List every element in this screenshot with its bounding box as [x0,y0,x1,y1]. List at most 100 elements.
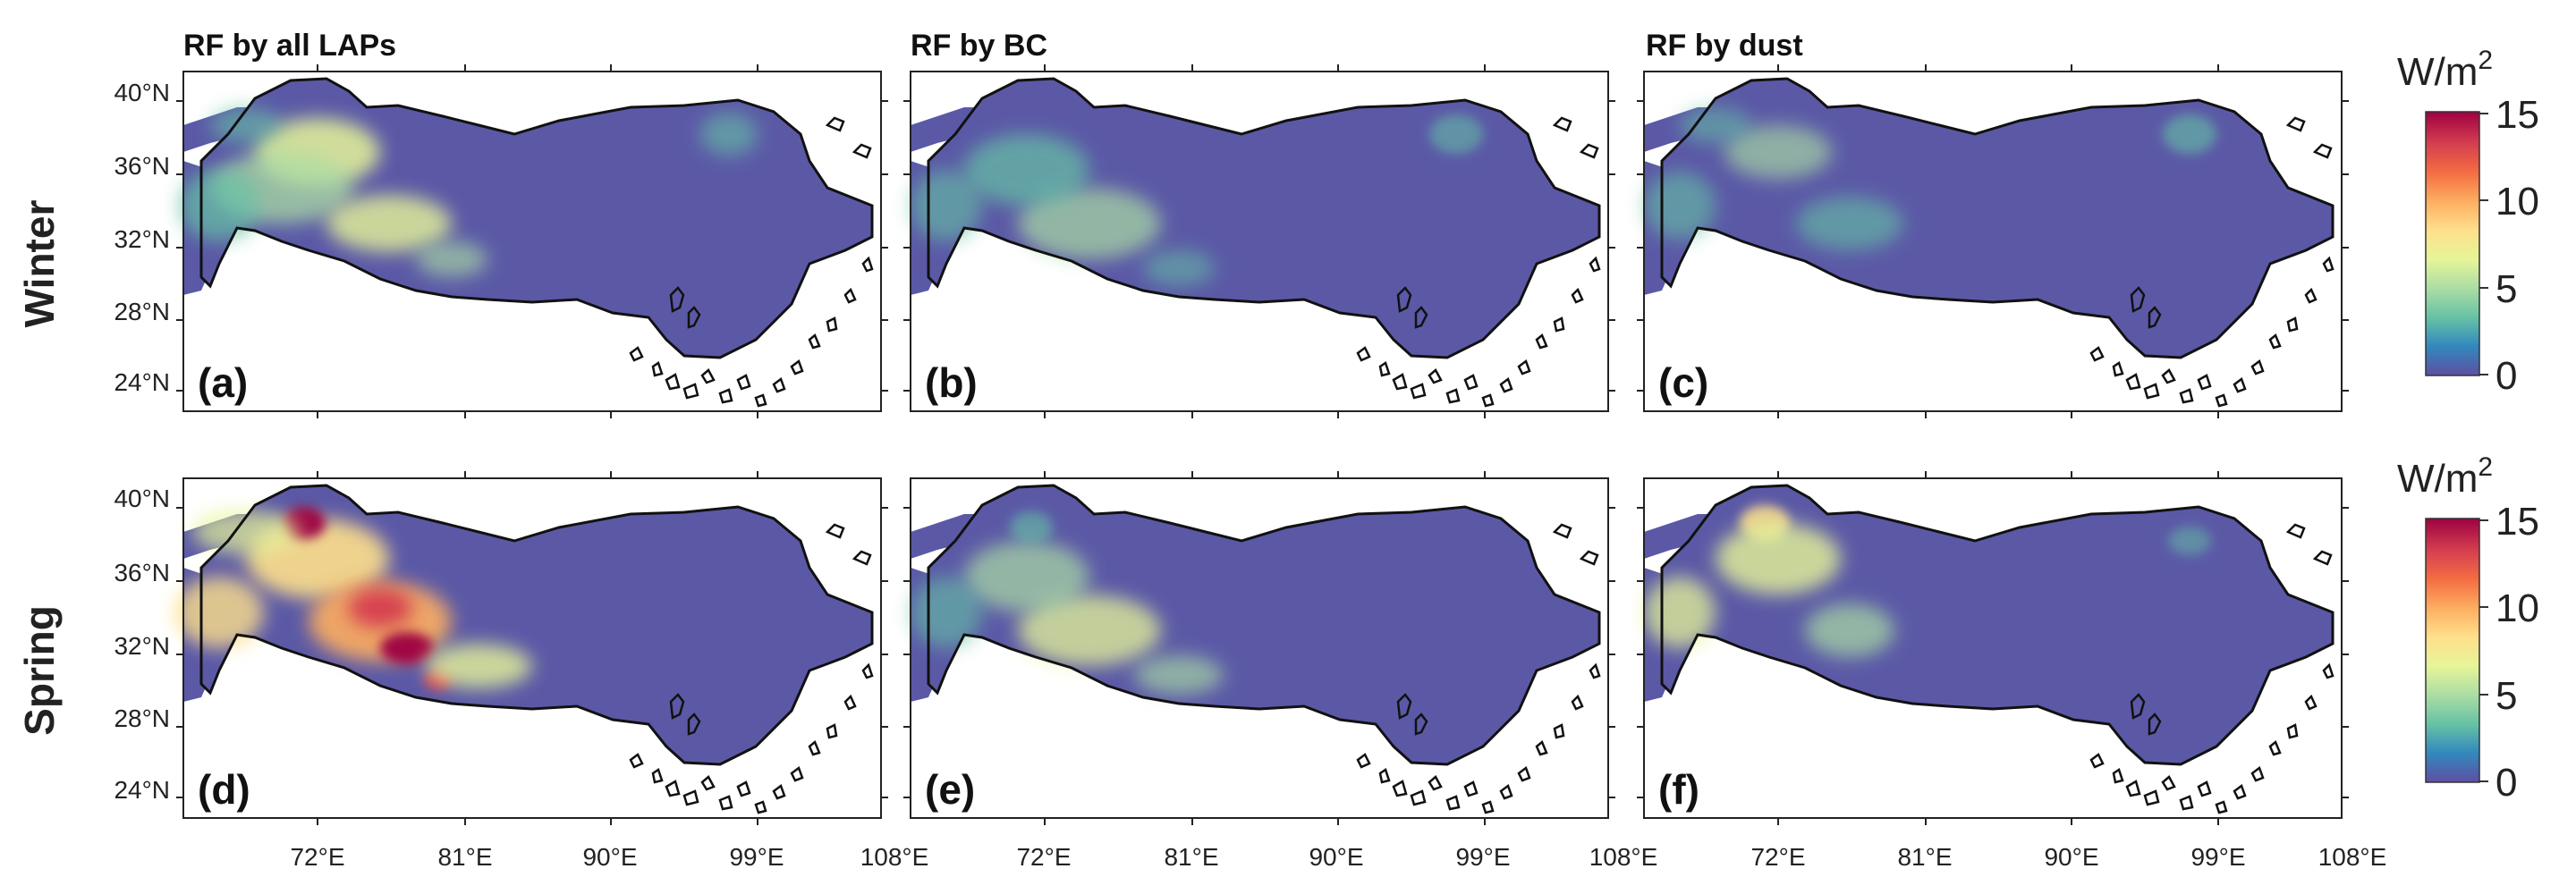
lat-tick-28n: 28°N [114,704,170,732]
map-panel-c: (c) [1637,64,2349,418]
colorbar-tick-15: 15 [2496,500,2539,544]
colorbar-tick-0: 0 [2496,761,2517,805]
colorbar-ticks [2479,113,2488,375]
colorbar-tick-5: 5 [2496,674,2517,718]
panel-frame [182,477,882,819]
rf-hotspot [2168,527,2211,555]
lon-tick-108e: 108°E [2318,843,2387,871]
row-label-spring: Spring [16,605,63,736]
panel-frame [182,71,882,412]
rf-hotspot [700,113,758,156]
panel-frame [1643,477,2343,819]
panel-letter-d: (d) [198,766,250,813]
rf-hotspot [179,170,259,241]
panel-frame [910,71,1609,412]
panel-letter-b: (b) [925,359,978,406]
lat-tick-32n: 32°N [114,632,170,660]
rf-hotspot [416,241,487,277]
column-title-all-laps: RF by all LAPs [183,29,396,63]
colorbar-ticks [2479,519,2488,782]
map-panels: (a) (b) (c) (d) (e) (f) [174,64,2349,825]
lon-tick-81e: 81°E [1897,843,1952,871]
lon-tick-99e: 99°E [729,843,784,871]
panel-letter-e: (e) [925,766,975,813]
lat-axis-top: 40°N 36°N 32°N 28°N 24°N [114,79,170,396]
rf-hotspot [1143,250,1215,286]
lat-tick-36n: 36°N [114,152,170,180]
rf-hotspot [1680,107,1751,143]
colorbar-tick-5: 5 [2496,267,2517,311]
lat-tick-24n: 24°N [114,776,170,804]
panel-letter-f: (f) [1658,766,1699,813]
colorbar-unit: W/m2 [2397,452,2493,501]
lon-tick-108e: 108°E [1589,843,1658,871]
rf-hotspot [425,644,532,688]
map-panel-f: (f) [1637,471,2349,825]
lon-axis-col2: 72°E 81°E 90°E 99°E 108°E [1016,843,1657,871]
lon-tick-81e: 81°E [1164,843,1218,871]
rf-hotspot [326,195,452,252]
rf-hotspot [1010,511,1053,544]
lon-tick-72e: 72°E [290,843,344,871]
colorbar-tick-10: 10 [2496,180,2539,224]
lon-axis-col3: 72°E 81°E 90°E 99°E 108°E [1750,843,2386,871]
rf-hotspot [1724,125,1832,179]
lat-tick-40n: 40°N [114,79,170,106]
colorbar-gradient [2425,518,2480,783]
rf-hotspot [964,541,1089,612]
colorbar-tick-10: 10 [2496,586,2539,630]
rf-hotspot [1644,577,1716,648]
rf-hotspot [1134,655,1224,695]
plateau-fill [1662,79,2333,358]
rf-hotspots [174,507,532,690]
rf-hotspot [911,577,982,648]
colorbar-tick-15: 15 [2496,93,2539,137]
row-label-winter: Winter [16,200,63,328]
lon-tick-99e: 99°E [1455,843,1510,871]
map-panel-d: (d) [174,471,888,825]
rf-hotspot [1796,197,1903,250]
rf-hotspot [911,170,982,241]
lon-tick-99e: 99°E [2190,843,2245,871]
rf-hotspot [210,107,282,143]
colorbar-gradient [2425,111,2480,376]
lat-axis-bottom: 40°N 36°N 32°N 28°N 24°N [114,485,170,804]
rf-hotspot [1018,595,1161,666]
rf-hotspot [964,134,1089,206]
rf-hotspot [2163,114,2216,154]
rf-hotspot [1716,523,1841,595]
map-panel-a: (a) [176,64,888,418]
lon-tick-81e: 81°E [437,843,492,871]
column-title-dust: RF by dust [1646,29,1803,63]
lon-axis-col1: 72°E 81°E 90°E 99°E 108°E [290,843,928,871]
rf-hotspot [1018,188,1161,259]
lat-tick-32n: 32°N [114,225,170,253]
lat-tick-24n: 24°N [114,368,170,396]
lon-tick-108e: 108°E [860,843,929,871]
panel-letter-a: (a) [198,359,248,406]
lon-tick-72e: 72°E [1750,843,1805,871]
rf-hotspot [348,588,412,628]
colorbar-winter: W/m2 15 10 5 0 [2397,46,2539,398]
map-panel-b: (b) [903,64,1615,418]
lon-tick-90e: 90°E [1309,843,1363,871]
rf-hotspot [192,510,300,554]
lat-tick-28n: 28°N [114,298,170,325]
panel-letter-c: (c) [1658,359,1708,406]
panel-frame [910,477,1609,819]
rf-hotspot [174,577,264,648]
panel-frame [1643,71,2343,412]
colorbar-tick-0: 0 [2496,354,2517,398]
lon-tick-90e: 90°E [582,843,637,871]
column-title-bc: RF by BC [911,29,1047,63]
rf-hotspot [1429,114,1483,154]
map-panel-e: (e) [903,471,1615,825]
lon-tick-72e: 72°E [1016,843,1071,871]
colorbar-spring: W/m2 15 10 5 0 [2397,452,2539,805]
lat-tick-36n: 36°N [114,559,170,586]
lon-tick-90e: 90°E [2044,843,2098,871]
rf-hotspot [1805,603,1894,657]
colorbar-unit: W/m2 [2397,46,2493,94]
lat-tick-40n: 40°N [114,485,170,512]
